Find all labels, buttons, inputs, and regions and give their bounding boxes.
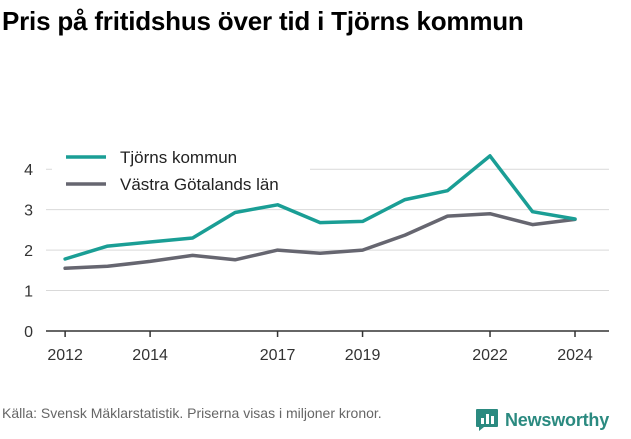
legend-background (52, 140, 310, 204)
y-tick-label: 2 (24, 243, 33, 260)
y-tick-label: 3 (24, 203, 33, 220)
x-tick-label: 2022 (472, 347, 508, 364)
brand-name: Newsworthy (505, 409, 610, 430)
series-lines (63, 154, 577, 271)
y-tick-label: 0 (24, 324, 33, 341)
series-line-tjorn (63, 154, 577, 261)
line-chart: 0 1 2 3 4 2012 2014 2017 2019 2022 2024 Tjörns ko… (24, 140, 609, 364)
x-tick-label: 2019 (345, 347, 381, 364)
legend: Tjörns kommun Västra Götalands län (52, 140, 310, 204)
y-tick-label: 4 (24, 162, 33, 179)
x-axis-ticks: 2012 2014 2017 2019 2022 2024 (47, 331, 593, 364)
x-tick-label: 2012 (47, 347, 83, 364)
source-note: Källa: Svensk Mäklarstatistik. Priserna … (2, 405, 382, 421)
y-tick-label: 1 (24, 284, 33, 301)
legend-label: Västra Götalands län (120, 175, 279, 194)
x-tick-label: 2014 (132, 347, 168, 364)
x-tick-label: 2024 (557, 347, 593, 364)
chart-title: Pris på fritidshus över tid i Tjörns kom… (2, 6, 524, 36)
bar-chart-speech-bubble-icon (476, 409, 498, 431)
series-line-vastra-gotaland (63, 211, 577, 271)
x-tick-label: 2017 (260, 347, 296, 364)
legend-label: Tjörns kommun (120, 148, 237, 167)
y-axis-ticks: 0 1 2 3 4 (24, 162, 33, 341)
brand-logo[interactable]: Newsworthy (475, 408, 609, 432)
